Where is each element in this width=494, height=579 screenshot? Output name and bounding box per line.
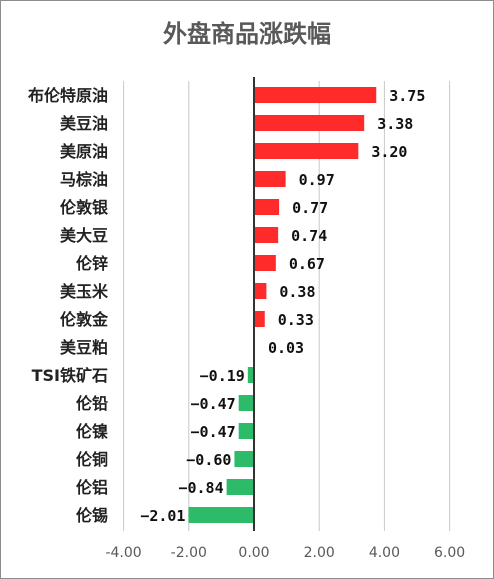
bar bbox=[188, 507, 254, 523]
bar bbox=[247, 367, 254, 383]
data-label: 3.38 bbox=[377, 115, 413, 133]
bar bbox=[238, 395, 254, 411]
category-label: 马棕油 bbox=[60, 170, 108, 189]
category-label: 伦镍 bbox=[76, 422, 108, 441]
data-label: −0.47 bbox=[191, 423, 236, 441]
bar bbox=[254, 115, 365, 131]
category-label: 美大豆 bbox=[60, 226, 108, 245]
data-label: −0.84 bbox=[178, 479, 223, 497]
data-label: 3.20 bbox=[371, 143, 407, 161]
chart-title: 外盘商品涨跌幅 bbox=[163, 20, 331, 48]
category-label: 美玉米 bbox=[60, 282, 109, 301]
category-label: TSI铁矿石 bbox=[32, 366, 108, 385]
bar bbox=[254, 199, 280, 215]
data-label: −0.47 bbox=[191, 395, 236, 413]
data-label: 0.97 bbox=[299, 171, 335, 189]
data-label: 0.38 bbox=[279, 283, 315, 301]
data-label: −0.60 bbox=[186, 451, 231, 469]
data-label: −2.01 bbox=[140, 507, 185, 525]
category-label: 伦敦银 bbox=[60, 198, 109, 217]
bar bbox=[254, 87, 377, 103]
category-label: 美原油 bbox=[60, 142, 108, 161]
bar bbox=[254, 171, 286, 187]
x-tick-label: 4.00 bbox=[369, 545, 400, 561]
bar bbox=[254, 311, 265, 327]
category-label: 伦锌 bbox=[76, 254, 108, 273]
category-label: 伦铝 bbox=[76, 478, 108, 497]
x-tick-label: 2.00 bbox=[304, 545, 335, 561]
bar bbox=[254, 143, 359, 159]
x-tick-label: 6.00 bbox=[434, 545, 465, 561]
category-label: 美豆油 bbox=[60, 114, 108, 133]
data-label: 0.74 bbox=[291, 227, 327, 245]
x-tick-label: 0.00 bbox=[238, 545, 269, 561]
data-label: 0.77 bbox=[292, 199, 328, 217]
x-tick-label: -4.00 bbox=[105, 545, 141, 561]
x-tick-label: -2.00 bbox=[171, 545, 207, 561]
data-label: 0.03 bbox=[268, 339, 304, 357]
category-label: 布伦特原油 bbox=[28, 86, 108, 105]
bar bbox=[238, 423, 254, 439]
data-label: 0.67 bbox=[289, 255, 325, 273]
category-label: 伦铅 bbox=[76, 394, 108, 413]
bar bbox=[226, 479, 254, 495]
category-label: 美豆粕 bbox=[60, 338, 108, 357]
bar bbox=[254, 255, 276, 271]
data-label: 0.33 bbox=[278, 311, 314, 329]
category-label: 伦敦金 bbox=[60, 310, 109, 329]
bar bbox=[254, 227, 279, 243]
category-label: 伦锡 bbox=[76, 506, 108, 525]
data-label: 3.75 bbox=[389, 87, 425, 105]
data-label: −0.19 bbox=[200, 367, 245, 385]
bar bbox=[234, 451, 254, 467]
bar bbox=[254, 283, 267, 299]
category-label: 伦铜 bbox=[76, 450, 108, 469]
